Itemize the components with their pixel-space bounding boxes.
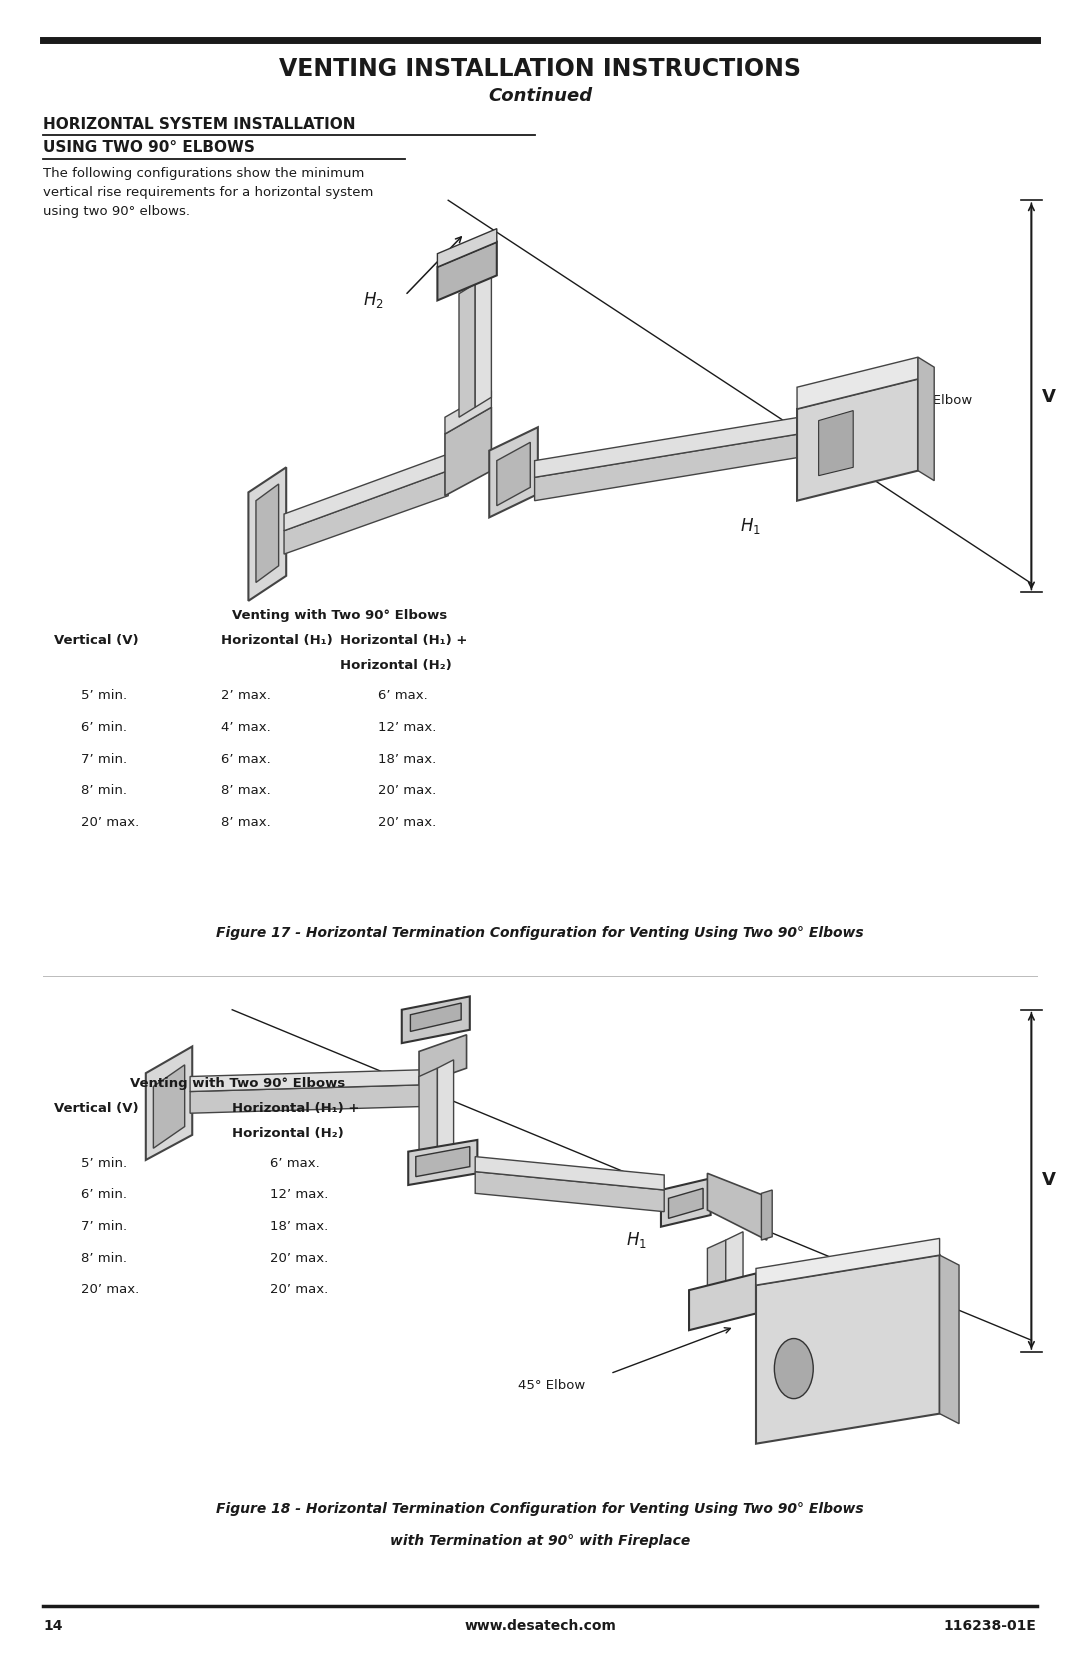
Text: HORIZONTAL SYSTEM INSTALLATION: HORIZONTAL SYSTEM INSTALLATION [43, 117, 361, 132]
Polygon shape [445, 407, 491, 496]
Text: 20’ max.: 20’ max. [378, 816, 436, 829]
Text: Figure 17 - Horizontal Termination Configuration for Venting Using Two 90° Elbow: Figure 17 - Horizontal Termination Confi… [216, 926, 864, 940]
Text: 20’ max.: 20’ max. [270, 1252, 328, 1265]
Text: Horizontal (H₂): Horizontal (H₂) [340, 659, 451, 673]
Text: 45° Elbow: 45° Elbow [905, 394, 972, 407]
Text: Horizontal (H₁): Horizontal (H₁) [221, 634, 333, 648]
Text: www.desatech.com: www.desatech.com [464, 1619, 616, 1632]
Text: Vertical (V): Vertical (V) [54, 634, 138, 648]
Text: with Termination at 90° with Fireplace: with Termination at 90° with Fireplace [390, 1534, 690, 1547]
Text: 18’ max.: 18’ max. [378, 753, 436, 766]
Text: Horizontal (H₁) +: Horizontal (H₁) + [232, 1102, 360, 1115]
Text: Horizontal (H₁) +: Horizontal (H₁) + [340, 634, 468, 648]
Polygon shape [819, 411, 853, 476]
Text: $H_1$: $H_1$ [740, 516, 760, 536]
Text: $H_1$: $H_1$ [626, 1230, 647, 1250]
Text: USING TWO 90° ELBOWS: USING TWO 90° ELBOWS [43, 140, 255, 155]
Text: Continued: Continued [488, 87, 592, 105]
Text: 18’ max.: 18’ max. [270, 1220, 328, 1233]
Polygon shape [416, 1147, 470, 1177]
Text: 6’ min.: 6’ min. [81, 721, 127, 734]
Text: 12’ max.: 12’ max. [378, 721, 436, 734]
Circle shape [774, 1339, 813, 1399]
Text: 5’ min.: 5’ min. [81, 1157, 127, 1170]
Polygon shape [410, 1003, 461, 1031]
Polygon shape [437, 242, 497, 300]
Text: 6’ min.: 6’ min. [81, 1188, 127, 1202]
Text: V: V [1042, 1172, 1056, 1188]
Polygon shape [437, 1060, 454, 1168]
Polygon shape [497, 442, 530, 506]
Text: $H_2$: $H_2$ [292, 1080, 312, 1100]
Text: 14: 14 [43, 1619, 63, 1632]
Text: 12’ max.: 12’ max. [270, 1188, 328, 1202]
Text: 45° Elbow: 45° Elbow [518, 1379, 585, 1392]
Polygon shape [408, 1140, 477, 1185]
Polygon shape [726, 1232, 743, 1310]
Text: 8’ max.: 8’ max. [221, 816, 271, 829]
Text: 6’ max.: 6’ max. [270, 1157, 320, 1170]
Polygon shape [445, 391, 491, 434]
Polygon shape [190, 1070, 421, 1092]
Polygon shape [797, 357, 918, 409]
Polygon shape [284, 471, 448, 554]
Text: $H_2$: $H_2$ [363, 290, 383, 310]
Polygon shape [475, 274, 491, 407]
Polygon shape [284, 454, 448, 531]
Polygon shape [459, 284, 475, 417]
Polygon shape [248, 467, 286, 601]
Polygon shape [661, 1178, 711, 1227]
Polygon shape [918, 357, 934, 481]
Text: Vertical (V): Vertical (V) [54, 1102, 138, 1115]
Text: VENTING INSTALLATION INSTRUCTIONS: VENTING INSTALLATION INSTRUCTIONS [279, 57, 801, 80]
Text: 6’ max.: 6’ max. [221, 753, 271, 766]
Text: 2’ max.: 2’ max. [221, 689, 271, 703]
Text: Horizontal (H₂): Horizontal (H₂) [232, 1127, 343, 1140]
Text: 20’ max.: 20’ max. [270, 1283, 328, 1297]
Text: 20’ max.: 20’ max. [81, 1283, 139, 1297]
Polygon shape [402, 996, 470, 1043]
Polygon shape [689, 1273, 756, 1330]
Text: 20’ max.: 20’ max. [378, 784, 436, 798]
Polygon shape [761, 1190, 772, 1240]
Polygon shape [475, 1157, 664, 1190]
Text: 6’ max.: 6’ max. [378, 689, 428, 703]
Text: 20’ max.: 20’ max. [81, 816, 139, 829]
Polygon shape [535, 434, 799, 501]
Text: 8’ max.: 8’ max. [221, 784, 271, 798]
Polygon shape [419, 1035, 467, 1085]
Text: 7’ min.: 7’ min. [81, 753, 127, 766]
Polygon shape [419, 1068, 437, 1177]
Text: 116238-01E: 116238-01E [944, 1619, 1037, 1632]
Polygon shape [940, 1255, 959, 1424]
Polygon shape [190, 1085, 421, 1113]
Polygon shape [669, 1188, 703, 1218]
Text: 8’ min.: 8’ min. [81, 1252, 127, 1265]
Text: Venting with Two 90° Elbows: Venting with Two 90° Elbows [130, 1077, 345, 1090]
Polygon shape [489, 427, 538, 517]
Text: V: V [1042, 389, 1056, 406]
Polygon shape [153, 1065, 185, 1148]
Text: Venting with Two 90° Elbows: Venting with Two 90° Elbows [232, 609, 447, 623]
Text: 4’ max.: 4’ max. [221, 721, 271, 734]
Polygon shape [256, 484, 279, 582]
Polygon shape [756, 1238, 940, 1285]
Text: 8’ min.: 8’ min. [81, 784, 127, 798]
Text: Figure 18 - Horizontal Termination Configuration for Venting Using Two 90° Elbow: Figure 18 - Horizontal Termination Confi… [216, 1502, 864, 1515]
Polygon shape [707, 1173, 767, 1240]
Polygon shape [146, 1046, 192, 1160]
Text: 5’ min.: 5’ min. [81, 689, 127, 703]
Polygon shape [437, 229, 497, 267]
Text: The following configurations show the minimum
vertical rise requirements for a h: The following configurations show the mi… [43, 167, 374, 219]
Polygon shape [756, 1255, 940, 1444]
Polygon shape [535, 417, 799, 477]
Polygon shape [707, 1240, 726, 1319]
Polygon shape [797, 379, 918, 501]
Polygon shape [475, 1172, 664, 1212]
Text: 7’ min.: 7’ min. [81, 1220, 127, 1233]
